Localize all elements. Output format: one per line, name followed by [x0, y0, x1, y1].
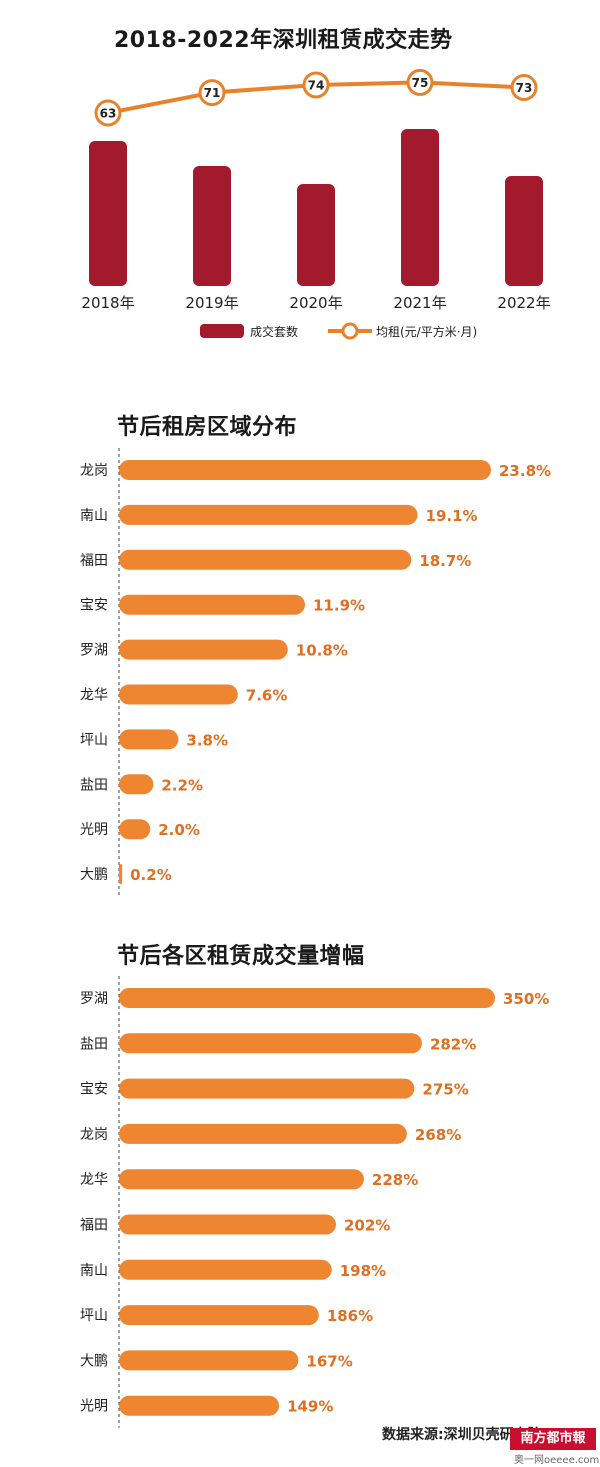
category-label: 盐田 — [80, 1036, 108, 1052]
value-label: 202% — [344, 1217, 390, 1235]
bar-0 — [89, 141, 127, 286]
district-share-chart: 龙岗 23.8% 南山 19.1% 福田 18.7% 宝安 11.9% 罗湖 10.8% 龙华 7.6… — [80, 448, 551, 897]
bar-3 — [119, 1123, 407, 1144]
bar-2 — [297, 184, 335, 286]
value-label: 19.1% — [426, 507, 478, 525]
bar-6 — [119, 1259, 332, 1280]
bar-1 — [119, 1033, 422, 1054]
bar-3 — [119, 594, 305, 615]
value-label: 167% — [306, 1352, 352, 1370]
data-label: 71 — [204, 86, 221, 100]
value-label: 275% — [422, 1081, 468, 1099]
category-label: 光明 — [80, 1399, 108, 1415]
chart3-title: 节后各区租赁成交量增幅 — [117, 944, 365, 969]
value-label: 0.2% — [130, 866, 172, 884]
legend-bar-label: 成交套数 — [250, 324, 298, 339]
category-label: 盐田 — [80, 777, 108, 793]
legend-line-label: 均租(元/平方米·月) — [376, 324, 477, 339]
bar-1 — [193, 166, 231, 286]
bar-8 — [119, 819, 151, 840]
bar-9 — [119, 864, 123, 885]
value-label: 198% — [340, 1262, 386, 1280]
bar-4 — [119, 639, 288, 660]
line-point-0 — [94, 99, 122, 127]
newspaper-logo: 南方都市報 — [510, 1428, 596, 1450]
website-text: 奥一网oeeee.com — [514, 1455, 600, 1466]
category-label: 福田 — [80, 1218, 108, 1234]
line-point-3 — [406, 68, 434, 96]
value-label: 2.0% — [158, 821, 200, 839]
bar-5 — [119, 684, 238, 705]
bar-7 — [119, 774, 154, 795]
bar-5 — [119, 1214, 337, 1235]
data-label: 75 — [412, 76, 429, 90]
category-label: 坪山 — [80, 732, 108, 748]
bar-1 — [119, 504, 418, 525]
data-label: 63 — [100, 107, 117, 121]
x-tick-label: 2021年 — [393, 294, 446, 312]
category-label: 龙岗 — [80, 1127, 108, 1143]
value-label: 282% — [430, 1035, 476, 1053]
value-label: 228% — [372, 1171, 418, 1189]
category-label: 坪山 — [80, 1308, 108, 1324]
value-label: 18.7% — [419, 552, 471, 570]
bar-9 — [119, 1395, 280, 1416]
bar-0 — [119, 460, 491, 480]
bar-0 — [119, 988, 495, 1008]
value-label: 23.8% — [499, 462, 551, 480]
category-label: 光明 — [80, 822, 108, 838]
chart2-title: 节后租房区域分布 — [117, 415, 298, 440]
bar-7 — [119, 1305, 319, 1326]
category-label: 龙岗 — [80, 463, 108, 479]
value-label: 350% — [503, 990, 549, 1008]
value-label: 2.2% — [161, 776, 203, 794]
category-label: 大鹏 — [80, 867, 108, 883]
category-label: 宝安 — [80, 598, 108, 614]
category-label: 大鹏 — [80, 1353, 108, 1369]
line-point-1 — [198, 79, 226, 107]
bar-3 — [401, 129, 439, 286]
x-tick-label: 2022年 — [497, 294, 550, 312]
legend-line-marker — [341, 322, 359, 340]
bar-2 — [119, 1078, 415, 1099]
bar-8 — [119, 1350, 299, 1371]
value-label: 186% — [327, 1307, 373, 1325]
data-source: 数据来源:深圳贝壳研究院 — [382, 1427, 542, 1443]
trend-chart: 2018年 2019年 2020年 2021年 2022年 63 71 74 75 73 成交套数 均… — [81, 68, 551, 340]
category-label: 宝安 — [80, 1082, 108, 1098]
value-label: 268% — [415, 1126, 461, 1144]
value-label: 7.6% — [246, 687, 288, 705]
legend-bar-swatch — [200, 324, 244, 338]
category-label: 福田 — [80, 553, 108, 569]
x-tick-label: 2020年 — [289, 294, 342, 312]
category-label: 罗湖 — [80, 643, 108, 659]
bar-4 — [119, 1169, 364, 1190]
value-label: 10.8% — [296, 642, 348, 660]
bar-2 — [119, 549, 412, 570]
value-label: 11.9% — [313, 597, 365, 615]
chart1-title: 2018-2022年深圳租赁成交走势 — [114, 28, 453, 53]
data-label: 74 — [308, 78, 325, 92]
category-label: 南山 — [80, 508, 108, 524]
x-tick-label: 2018年 — [81, 294, 134, 312]
bar-4 — [505, 176, 543, 286]
value-label: 149% — [287, 1398, 333, 1416]
x-tick-label: 2019年 — [185, 294, 238, 312]
category-label: 龙华 — [80, 1172, 108, 1188]
district-growth-chart: 罗湖 350% 盐田 282% 宝安 275% 龙岗 268% 龙华 228% 福田 202% 南山 19… — [80, 976, 549, 1428]
value-label: 3.8% — [186, 731, 228, 749]
category-label: 南山 — [80, 1263, 108, 1279]
line-point-2 — [302, 71, 330, 99]
category-label: 龙华 — [80, 688, 108, 704]
line-point-4 — [510, 74, 538, 101]
category-label: 罗湖 — [80, 991, 108, 1007]
data-label: 73 — [516, 81, 533, 95]
bar-6 — [119, 729, 179, 750]
